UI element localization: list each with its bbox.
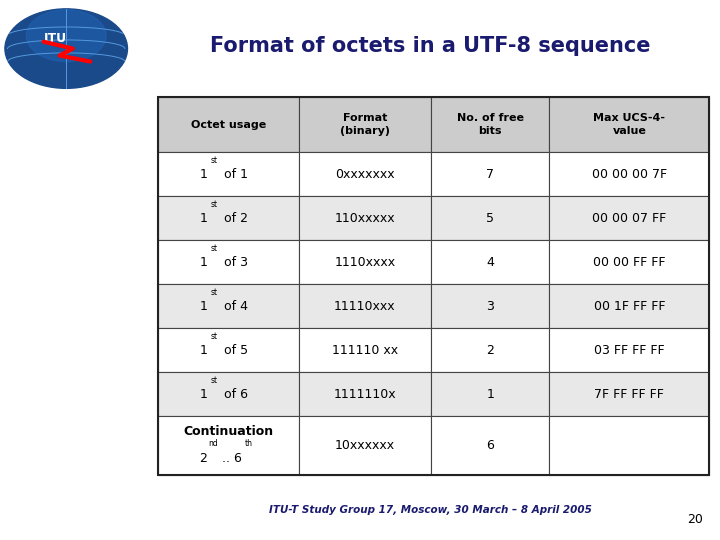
Bar: [431, 284, 549, 328]
Circle shape: [5, 9, 127, 89]
Text: 1: 1: [200, 388, 207, 401]
Text: 7: 7: [486, 168, 494, 181]
Bar: [549, 328, 709, 372]
Text: 7F FF FF FF: 7F FF FF FF: [595, 388, 665, 401]
Bar: [431, 372, 549, 416]
Text: 0xxxxxxx: 0xxxxxxx: [335, 168, 395, 181]
Bar: [431, 416, 549, 475]
Text: 5: 5: [486, 212, 494, 225]
Text: 10xxxxxx: 10xxxxxx: [335, 439, 395, 452]
Bar: [431, 152, 549, 196]
Bar: [158, 97, 299, 152]
Bar: [299, 97, 431, 152]
Text: st: st: [210, 200, 217, 210]
Bar: [299, 196, 431, 240]
Text: 1: 1: [200, 212, 207, 225]
Bar: [549, 152, 709, 196]
Text: 3: 3: [486, 300, 494, 313]
Text: st: st: [210, 288, 217, 298]
Text: st: st: [210, 157, 217, 165]
Text: ITU: ITU: [44, 32, 67, 45]
Text: 03 FF FF FF: 03 FF FF FF: [594, 343, 665, 356]
Text: 11110xxx: 11110xxx: [334, 300, 396, 313]
Bar: [158, 97, 709, 475]
Bar: [158, 196, 299, 240]
Text: ITU-T: ITU-T: [38, 206, 102, 226]
Text: of 2: of 2: [220, 212, 248, 225]
Text: 00 1F FF FF: 00 1F FF FF: [593, 300, 665, 313]
Bar: [299, 372, 431, 416]
Text: 1111110x: 1111110x: [333, 388, 396, 401]
Bar: [431, 240, 549, 284]
Bar: [549, 372, 709, 416]
Text: st: st: [210, 245, 217, 253]
Text: 111110 xx: 111110 xx: [332, 343, 398, 356]
Text: 1: 1: [200, 168, 207, 181]
Bar: [431, 328, 549, 372]
Text: th: th: [245, 439, 253, 448]
Text: of 4: of 4: [220, 300, 248, 313]
Bar: [549, 196, 709, 240]
Text: 00 00 00 7F: 00 00 00 7F: [592, 168, 667, 181]
Bar: [431, 97, 549, 152]
Text: 6: 6: [486, 439, 494, 452]
Bar: [549, 97, 709, 152]
Bar: [549, 284, 709, 328]
Circle shape: [26, 10, 106, 62]
Text: 2: 2: [199, 452, 207, 465]
Bar: [158, 152, 299, 196]
Text: of 6: of 6: [220, 388, 248, 401]
Text: dates: dates: [17, 516, 44, 526]
Text: of 3: of 3: [220, 255, 248, 269]
Text: Max UCS-4-
value: Max UCS-4- value: [593, 113, 665, 136]
Text: of 5: of 5: [220, 343, 248, 356]
Text: st: st: [210, 333, 217, 341]
Text: 1: 1: [200, 343, 207, 356]
Bar: [299, 416, 431, 475]
Text: of 1: of 1: [220, 168, 248, 181]
Text: Continuation: Continuation: [184, 425, 274, 438]
Text: 4: 4: [486, 255, 494, 269]
Text: 110xxxxx: 110xxxxx: [335, 212, 395, 225]
Text: Format of octets in a UTF-8 sequence: Format of octets in a UTF-8 sequence: [210, 36, 650, 56]
Text: 1110xxxx: 1110xxxx: [334, 255, 395, 269]
Bar: [158, 240, 299, 284]
Text: .. 6: .. 6: [217, 452, 241, 465]
Bar: [158, 416, 299, 475]
Text: 1: 1: [200, 300, 207, 313]
Bar: [158, 372, 299, 416]
Bar: [549, 416, 709, 475]
Text: 00 00 FF FF: 00 00 FF FF: [593, 255, 665, 269]
Bar: [549, 240, 709, 284]
Text: ITU-T Study Group 17, Moscow, 30 March – 8 April 2005: ITU-T Study Group 17, Moscow, 30 March –…: [269, 505, 592, 515]
Bar: [158, 284, 299, 328]
Bar: [299, 284, 431, 328]
Bar: [431, 196, 549, 240]
Text: Octet usage: Octet usage: [191, 120, 266, 130]
Bar: [299, 328, 431, 372]
Text: nd: nd: [208, 439, 218, 448]
Text: 20: 20: [687, 513, 703, 526]
Bar: [158, 328, 299, 372]
Bar: [299, 152, 431, 196]
Text: Format
(binary): Format (binary): [340, 113, 390, 136]
Text: 2: 2: [486, 343, 494, 356]
Text: 00 00 07 FF: 00 00 07 FF: [593, 212, 667, 225]
Text: 1: 1: [200, 255, 207, 269]
Bar: [299, 240, 431, 284]
Text: 1: 1: [486, 388, 494, 401]
Text: st: st: [210, 376, 217, 386]
Text: No. of free
bits: No. of free bits: [456, 113, 523, 136]
